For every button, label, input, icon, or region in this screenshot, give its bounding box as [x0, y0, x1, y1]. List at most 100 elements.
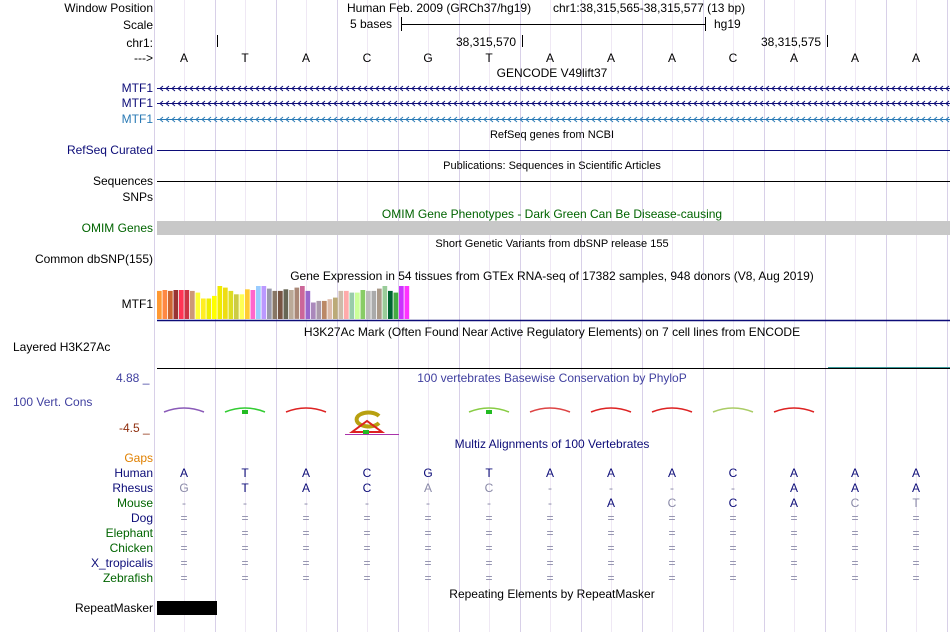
phylop-mark [224, 407, 266, 413]
refseq-title[interactable]: RefSeq genes from NCBI [489, 129, 615, 141]
gtex-tissue-bar [316, 300, 322, 320]
dna-base: C [362, 51, 372, 65]
cons-max-label: 4.88 _ [116, 371, 150, 385]
gtex-tissue-bar [234, 294, 239, 320]
gtex-tissue-bar [245, 289, 250, 319]
gtex-tissue-bar [393, 292, 399, 319]
alignment-base: A [850, 466, 860, 480]
strand-label: ---> [134, 51, 153, 65]
gtex-tissue-bar [190, 290, 195, 319]
gtex-tissue-bar [278, 290, 283, 319]
alignment-base: = [790, 556, 798, 570]
cons-title[interactable]: 100 vertebrates Basewise Conservation by… [417, 371, 687, 385]
repeat-label[interactable]: RepeatMasker [74, 601, 153, 615]
alignment-base: = [790, 511, 798, 525]
alignment-base: = [180, 511, 188, 525]
species-label[interactable]: X_tropicalis [90, 556, 153, 570]
repeat-element-block[interactable] [157, 601, 217, 615]
alignment-base: = [668, 526, 676, 540]
alignment-base: T [241, 466, 249, 480]
alignment-base: = [851, 511, 859, 525]
alignment-base: = [485, 526, 493, 540]
sequences-label[interactable]: Sequences [92, 174, 153, 188]
gtex-tissue-bar [217, 286, 223, 319]
gtex-tissue-bar [360, 290, 366, 319]
alignment-base: C [728, 466, 738, 480]
alignment-base: = [546, 556, 554, 570]
assembly-label[interactable]: Human Feb. 2009 (GRCh37/hg19) [347, 1, 532, 15]
h3k27ac-label[interactable]: Layered H3K27Ac [13, 340, 111, 354]
alignment-base: A [179, 466, 189, 480]
gene-strand-arrows [159, 116, 950, 123]
gencode-title[interactable]: GENCODE V49lift37 [496, 66, 608, 80]
gencode-item-2-label[interactable]: MTF1 [121, 96, 153, 110]
alignment-base: = [241, 571, 249, 585]
omim-title[interactable]: OMIM Gene Phenotypes - Dark Green Can Be… [381, 207, 723, 221]
repeat-title[interactable]: Repeating Elements by RepeatMasker [449, 587, 655, 601]
omim-label[interactable]: OMIM Genes [81, 221, 153, 235]
species-label[interactable]: Human [114, 466, 153, 480]
gtex-tissue-bar [388, 290, 393, 319]
dna-base: A [301, 51, 311, 65]
species-label[interactable]: Dog [130, 511, 153, 525]
alignment-base: - [487, 496, 491, 510]
snps-label[interactable]: SNPs [122, 190, 153, 204]
species-label[interactable]: Rhesus [112, 481, 153, 495]
dbsnp-title[interactable]: Short Genetic Variants from dbSNP releas… [435, 238, 669, 250]
gtex-tissue-bar [404, 286, 410, 319]
gtex-tissue-bar [355, 292, 360, 319]
gtex-tissue-bar [256, 286, 261, 319]
gtex-tissue-bar [228, 290, 234, 319]
chrom-label: chr1: [126, 36, 153, 50]
alignment-base: = [851, 571, 859, 585]
pubs-title[interactable]: Publications: Sequences in Scientific Ar… [443, 160, 661, 172]
alignment-base: T [912, 496, 920, 510]
gaps-label[interactable]: Gaps [124, 451, 153, 465]
gtex-tissue-bar [327, 299, 333, 319]
dna-base: A [179, 51, 189, 65]
gtex-tissue-bar [305, 290, 311, 319]
gtex-tissue-bar [173, 290, 179, 319]
gencode-item-1-label[interactable]: MTF1 [121, 81, 153, 95]
cons-label[interactable]: 100 Vert. Cons [13, 395, 93, 409]
alignment-base: = [912, 526, 920, 540]
gtex-label[interactable]: MTF1 [121, 297, 153, 311]
position-coords[interactable]: chr1:38,315,565-38,315,577 (13 bp) [553, 1, 746, 15]
dbsnp-label[interactable]: Common dbSNP(155) [34, 252, 153, 266]
gtex-tissue-bar [371, 290, 377, 319]
alignment-base: - [548, 496, 552, 510]
alignment-base: = [851, 526, 859, 540]
gtex-tissue-bar [333, 297, 338, 319]
alignment-base: = [607, 556, 615, 570]
gene-strand-arrows [159, 85, 950, 92]
alignment-base: = [485, 541, 493, 555]
dna-base: A [789, 51, 799, 65]
phylop-mark [651, 407, 693, 413]
alignment-base: C [362, 481, 372, 495]
gtex-tissue-bar [195, 292, 201, 319]
multiz-title[interactable]: Multiz Alignments of 100 Vertebrates [454, 437, 650, 451]
refseq-label[interactable]: RefSeq Curated [66, 143, 153, 157]
gtex-tissue-bar [344, 290, 349, 319]
species-label[interactable]: Zebrafish [102, 571, 153, 585]
gtex-tissue-bar [261, 286, 267, 319]
gtex-tissue-bar [184, 290, 190, 319]
gtex-title[interactable]: Gene Expression in 54 tissues from GTEx … [290, 269, 814, 283]
omim-gene-bar [157, 221, 950, 235]
gencode-item-3-label[interactable]: MTF1 [121, 112, 153, 126]
alignment-base: = [302, 556, 310, 570]
gtex-tissue-bar [267, 288, 272, 319]
alignment-base: = [729, 541, 737, 555]
alignment-base: = [180, 526, 188, 540]
alignment-base: A [789, 466, 799, 480]
species-label[interactable]: Chicken [109, 541, 153, 555]
alignment-base: - [609, 481, 613, 495]
alignment-base: = [424, 556, 432, 570]
species-label[interactable]: Mouse [116, 496, 153, 510]
phylop-mark [773, 407, 815, 413]
alignment-base: = [851, 556, 859, 570]
dna-base: A [667, 51, 677, 65]
alignment-base: = [485, 571, 493, 585]
species-label[interactable]: Elephant [105, 526, 153, 540]
h3k27ac-title[interactable]: H3K27Ac Mark (Often Found Near Active Re… [303, 325, 801, 339]
